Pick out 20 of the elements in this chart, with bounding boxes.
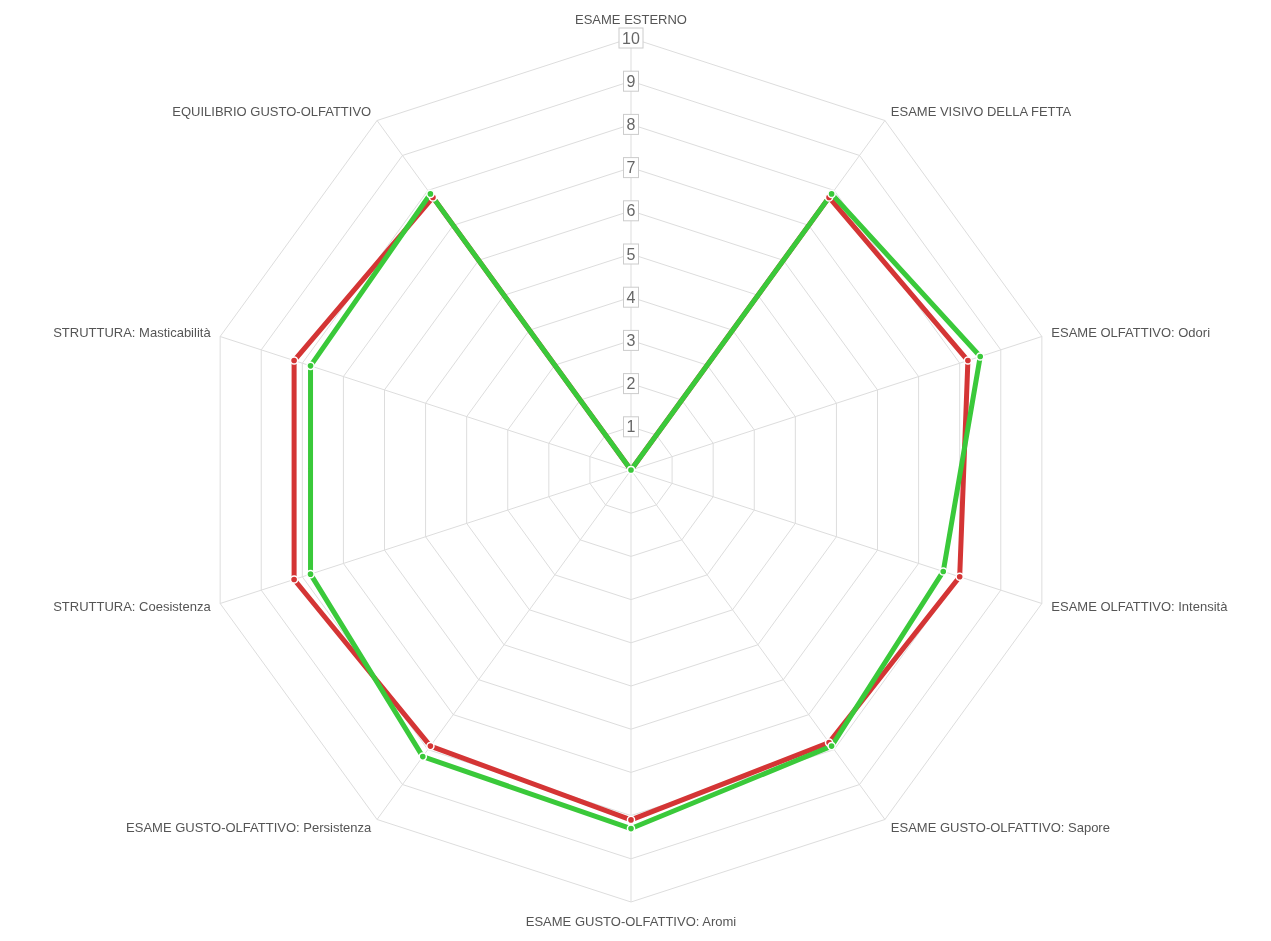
spoke-label: ESAME GUSTO-OLFATTIVO: Aromi — [525, 914, 737, 929]
y-tick-label: 1 — [626, 418, 636, 436]
y-tick-label: 7 — [626, 159, 636, 177]
spoke-label: STRUTTURA: Masticabilità — [53, 325, 212, 341]
spoke-label: ESAME OLFATTIVO: Intensità — [1051, 598, 1229, 614]
y-tick-label: 5 — [626, 245, 636, 263]
y-tick-label: 3 — [626, 332, 636, 349]
y-tick-label: 10 — [622, 29, 640, 47]
spoke-label: EQUILIBRIO GUSTO-OLFATTIVO — [172, 104, 372, 120]
spoke-label: ESAME GUSTO-OLFATTIVO: Sapore — [890, 819, 1110, 835]
spoke-label: ESAME ESTERNO — [575, 12, 687, 27]
spoke-label: ESAME OLFATTIVO: Odori — [1051, 325, 1211, 341]
y-tick-label: 4 — [626, 288, 636, 306]
y-tick-label: 9 — [626, 72, 636, 90]
y-tick-label: 2 — [626, 375, 636, 393]
spoke-label: STRUTTURA: Coesistenza — [53, 598, 212, 614]
spoke-label: ESAME GUSTO-OLFATTIVO: Persistenza — [126, 819, 372, 835]
y-tick-label: 6 — [626, 202, 636, 220]
y-tick-label: 8 — [626, 116, 636, 133]
spoke-label: ESAME VISIVO DELLA FETTA — [890, 104, 1072, 120]
